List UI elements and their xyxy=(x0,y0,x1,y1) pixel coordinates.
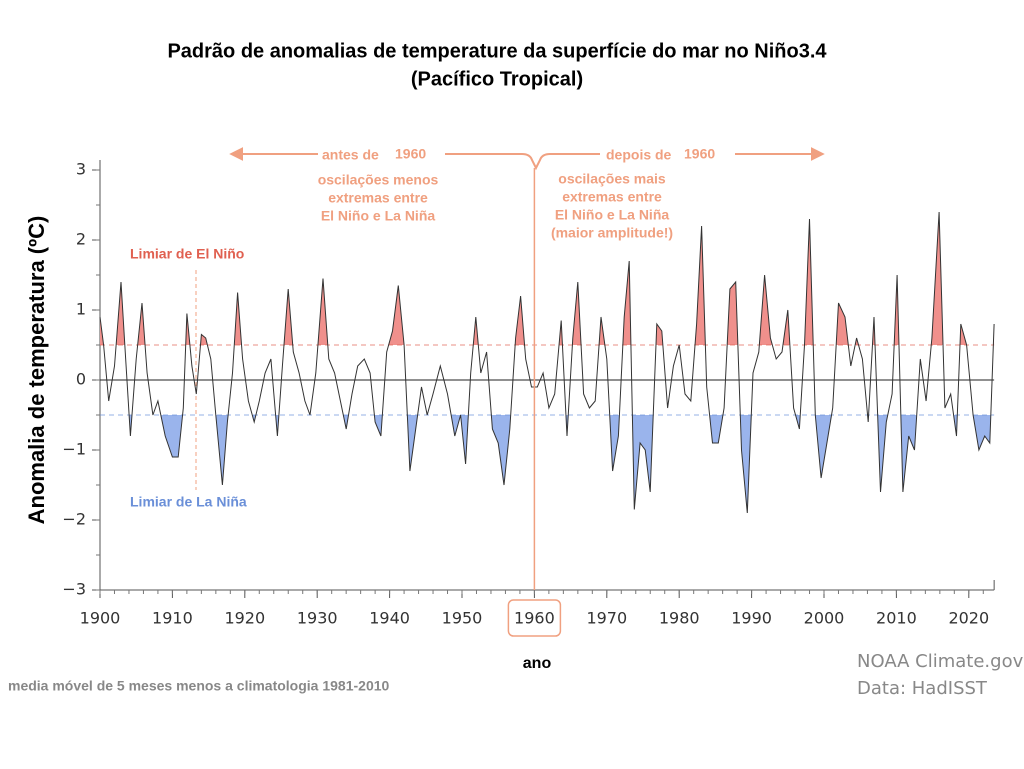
annotation: El Niño e La Niña xyxy=(555,207,670,223)
source: Data: HadISST xyxy=(857,678,988,699)
x-tick-label: 1950 xyxy=(442,609,483,628)
x-tick-label: 2010 xyxy=(876,609,917,628)
y-tick-label: 0 xyxy=(76,370,86,389)
x-tick-label: 1910 xyxy=(152,609,193,628)
y-tick-label: −1 xyxy=(62,440,86,459)
x-tick-label: 1980 xyxy=(659,609,700,628)
credit: NOAA Climate.gov xyxy=(857,651,1024,672)
x-tick-label: 1960 xyxy=(514,609,555,628)
anomaly-fill xyxy=(100,415,995,513)
annotation: depois de xyxy=(606,147,672,163)
chart-title: Padrão de anomalias de temperature da su… xyxy=(167,40,827,62)
x-tick-label: 1900 xyxy=(80,609,121,628)
x-tick-label: 2020 xyxy=(948,609,989,628)
data-line xyxy=(99,211,995,514)
y-tick-label: 2 xyxy=(76,230,86,249)
annotation: (maior amplitude!) xyxy=(551,225,673,241)
y-tick-label: 1 xyxy=(76,300,86,319)
brace xyxy=(445,153,600,171)
y-axis-label: Anomalia de temperatura (ºC) xyxy=(24,216,49,525)
annotation-year: 1960 xyxy=(684,146,715,162)
annotation-year: 1960 xyxy=(395,146,426,162)
annotation: oscilações menos xyxy=(318,172,439,188)
annotation: oscilações mais xyxy=(558,171,666,187)
annotation: extremas entre xyxy=(328,190,428,206)
annotation: El Niño e La Niña xyxy=(321,208,436,224)
highlight-box xyxy=(507,599,562,637)
y-tick-label: −2 xyxy=(62,510,86,529)
chart-subtitle: (Pacífico Tropical) xyxy=(411,68,583,90)
threshold-label: Limiar de La Niña xyxy=(130,494,247,510)
y-tick-label: 3 xyxy=(76,160,86,179)
threshold-label: Limiar de El Niño xyxy=(130,246,244,262)
x-tick-label: 1940 xyxy=(369,609,410,628)
x-tick-label: 1930 xyxy=(297,609,338,628)
anomaly-fill xyxy=(100,212,995,345)
footnote: media móvel de 5 meses menos a climatolo… xyxy=(8,678,390,694)
annotation: antes de xyxy=(322,147,379,163)
x-axis-label: ano xyxy=(523,655,552,672)
annotation: extremas entre xyxy=(562,189,662,205)
x-tick-label: 1970 xyxy=(586,609,627,628)
x-tick-label: 1990 xyxy=(731,609,772,628)
x-tick-label: 2000 xyxy=(804,609,845,628)
y-tick-label: −3 xyxy=(62,580,86,599)
x-tick-label: 1920 xyxy=(224,609,265,628)
